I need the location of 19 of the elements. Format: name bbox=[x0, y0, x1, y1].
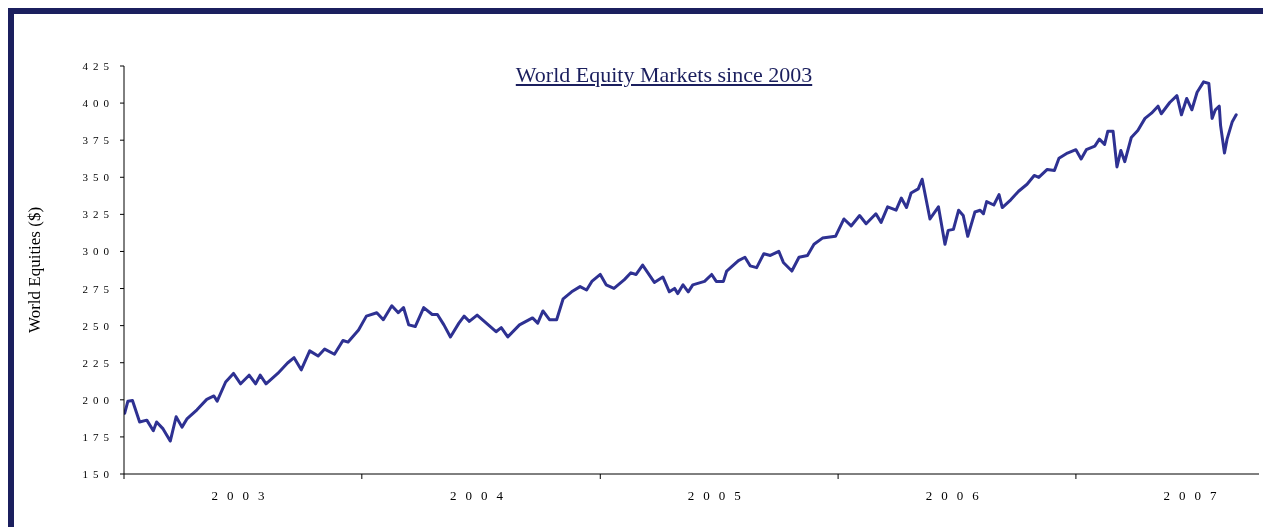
y-tick-label: 300 bbox=[82, 245, 114, 258]
x-tick-label: 2007 bbox=[1163, 488, 1226, 503]
y-tick-label: 225 bbox=[82, 356, 114, 369]
y-tick-label: 325 bbox=[82, 208, 114, 221]
y-tick-label: 375 bbox=[82, 134, 114, 147]
y-tick-label: 200 bbox=[82, 393, 114, 406]
y-tick-label: 175 bbox=[82, 430, 114, 443]
y-tick-label: 400 bbox=[82, 97, 114, 110]
y-tick-label: 150 bbox=[82, 468, 114, 480]
chart-title: World Equity Markets since 2003 bbox=[514, 62, 814, 88]
y-tick-label: 425 bbox=[82, 60, 114, 72]
y-tick-label: 250 bbox=[82, 319, 114, 332]
x-tick-label: 2006 bbox=[925, 488, 988, 503]
x-tick-label: 2005 bbox=[687, 488, 750, 503]
x-tick-label: 2004 bbox=[450, 488, 513, 503]
x-tick-label: 2003 bbox=[211, 488, 274, 503]
y-tick-label: 275 bbox=[82, 282, 114, 295]
y-axis-title: World Equities ($) bbox=[25, 206, 45, 334]
y-tick-label: 350 bbox=[82, 171, 114, 184]
